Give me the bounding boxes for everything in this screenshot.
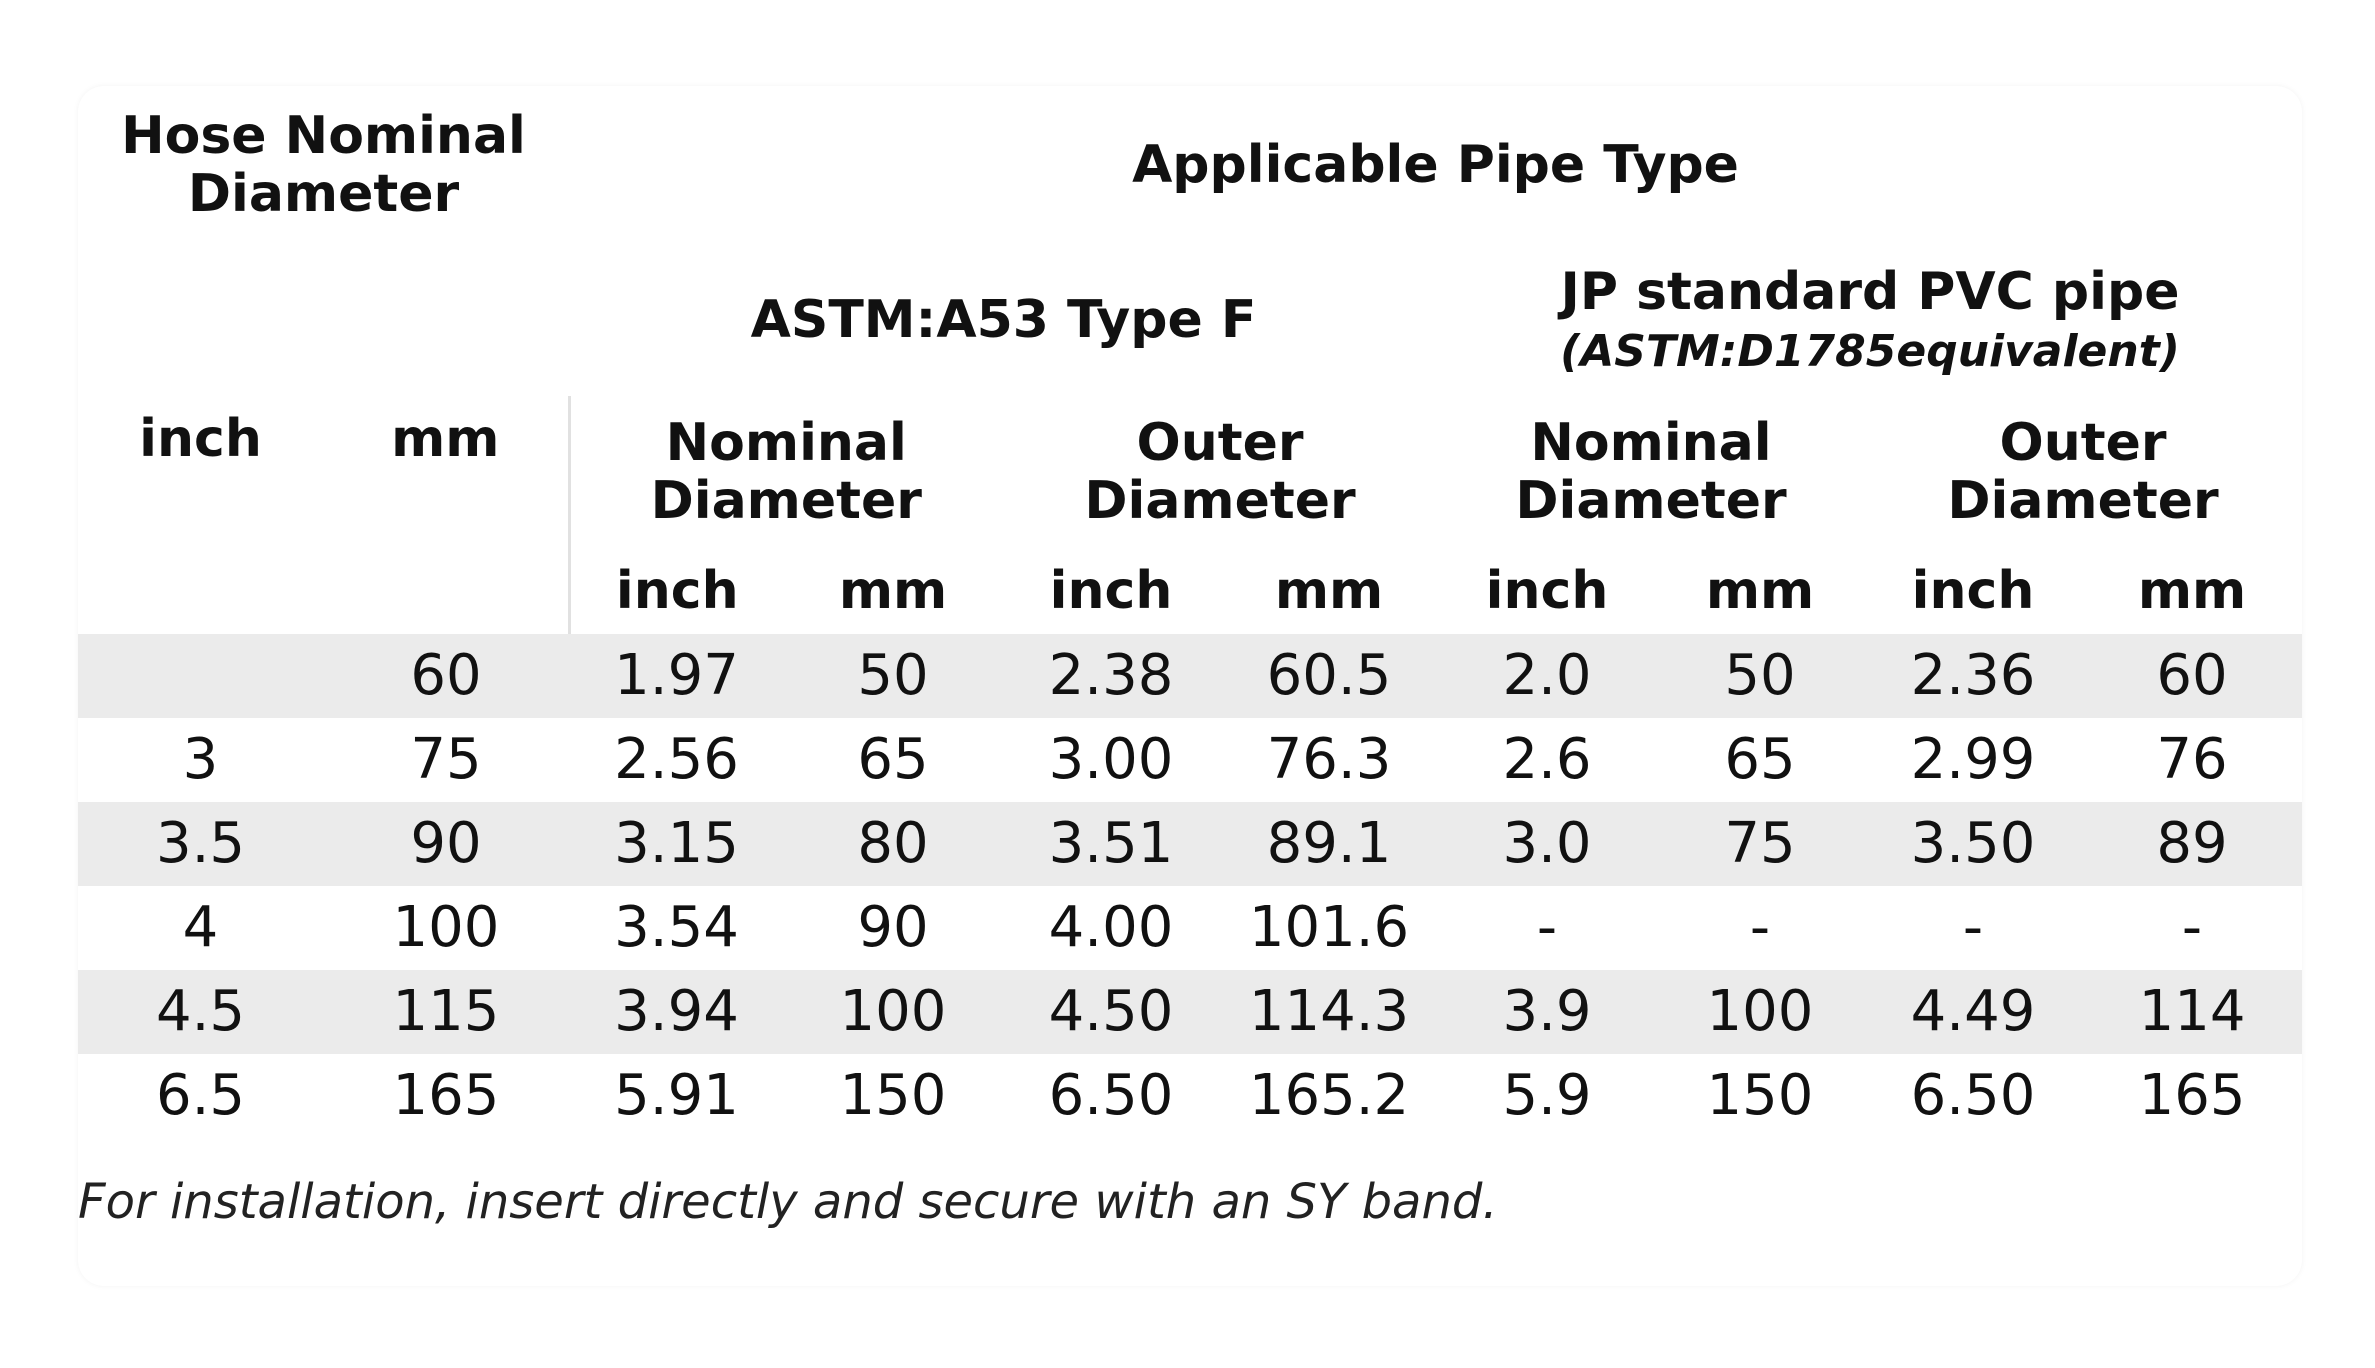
table-row: 4.5 115 3.94 100 4.50 114.3 3.9 100 4.49…	[78, 970, 2303, 1054]
table-cell: 80	[784, 802, 1002, 886]
table-cell: 4.49	[1864, 970, 2082, 1054]
table-cell: 90	[857, 894, 929, 960]
table-cell: 90	[323, 802, 569, 886]
table-cell: 3.51	[1002, 802, 1220, 886]
table-cell: 75	[1656, 802, 1864, 886]
astm-nominal-inch-header: inch	[567, 548, 784, 634]
table-cell: 3.0	[1438, 802, 1656, 886]
table-cell: 76.3	[1266, 726, 1392, 792]
pipe-compatibility-table: Hose Nominal Diameter Applicable Pipe Ty…	[78, 86, 2303, 1138]
table-row: 4 100 3.54 90 4.00 101.6 - - - -	[78, 886, 2302, 970]
jp-nominal-inch-header: inch	[1485, 560, 1609, 621]
table-cell: 76	[2156, 726, 2228, 792]
table-cell: 3.94	[569, 970, 784, 1054]
table-cell: 50	[784, 634, 1002, 718]
spec-card: Hose Nominal Diameter Applicable Pipe Ty…	[78, 86, 2303, 1286]
astm-nominal-mm-header: mm	[838, 560, 948, 621]
table-cell: 165	[2138, 1062, 2246, 1128]
header-row-1: Hose Nominal Diameter Applicable Pipe Ty…	[78, 86, 2302, 244]
astm-outer-mm-header: mm	[1274, 560, 1384, 621]
table-cell: 2.56	[614, 726, 739, 792]
table-cell: -	[1962, 894, 1984, 960]
table-row: 60 1.97 50 2.38 60.5 2.0 50 2.36 60	[78, 634, 2303, 718]
header-row-3: Nominal Diameter Outer Diameter Nominal …	[78, 396, 2302, 548]
table-cell: 89.1	[1220, 802, 1438, 886]
table-cell: 89	[2082, 802, 2303, 886]
table-cell: 150	[839, 1062, 947, 1128]
table-cell: 5.9	[1502, 1062, 1592, 1128]
astm-outer-inch-header: inch	[1049, 560, 1173, 621]
table-cell: 2.99	[1910, 726, 2036, 792]
jp-outer-inch-header: inch	[1911, 560, 2035, 621]
table-cell: 3.50	[1864, 802, 2082, 886]
table-cell: 65	[857, 726, 929, 792]
table-cell: 101.6	[1248, 894, 1410, 960]
table-cell: 6.5	[155, 1062, 246, 1128]
jp-nominal-mm-header: mm	[1705, 560, 1815, 621]
table-cell: -	[1749, 894, 1771, 960]
hose-inch-header: inch	[139, 408, 262, 469]
table-cell: 65	[1724, 726, 1796, 792]
table-cell: -	[2181, 894, 2203, 960]
applicable-pipe-type-header: Applicable Pipe Type	[1132, 134, 1739, 195]
jp-pvc-equivalent-note: (ASTM:D1785equivalent)	[1560, 326, 2180, 378]
jp-outer-mm-header: mm	[2137, 560, 2247, 621]
astm-outer-diameter-header: Outer Diameter	[1084, 412, 1356, 531]
table-cell: 150	[1706, 1062, 1814, 1128]
table-cell: 100	[784, 970, 1002, 1054]
table-cell: 4.00	[1048, 894, 1174, 960]
table-cell: 3	[182, 726, 219, 792]
jp-pvc-title: JP standard PVC pipe	[1560, 262, 2180, 323]
table-cell: 2.6	[1502, 726, 1592, 792]
header-row-2: inch mm ASTM:A53 Type F JP standard PVC …	[78, 244, 2302, 468]
table-cell: 50	[1656, 634, 1864, 718]
table-cell: 5.91	[614, 1062, 739, 1128]
table-cell: 115	[323, 970, 569, 1054]
table-cell: 1.97	[569, 634, 784, 718]
table-cell: 2.0	[1438, 634, 1656, 718]
header-row-4: inch mm inch mm inch mm inch mm	[78, 548, 2302, 634]
table-cell: 165.2	[1248, 1062, 1410, 1128]
table-cell: 4	[182, 894, 219, 960]
table-cell: -	[1536, 894, 1558, 960]
hose-mm-header: mm	[391, 408, 500, 469]
table-row: 3 75 2.56 65 3.00 76.3 2.6 65 2.99 76	[78, 718, 2302, 802]
table-cell: 2.36	[1864, 634, 2082, 718]
table-cell: 6.50	[1048, 1062, 1174, 1128]
table-row: 6.5 165 5.91 150 6.50 165.2 5.9 150 6.50…	[78, 1054, 2302, 1138]
table-cell: 114.3	[1220, 970, 1438, 1054]
table-cell: 165	[392, 1062, 500, 1128]
table-cell: 4.50	[1002, 970, 1220, 1054]
jp-nominal-diameter-header: Nominal Diameter	[1515, 412, 1787, 531]
table-cell: 60	[2082, 634, 2303, 718]
hose-nominal-diameter-header: Hose Nominal Diameter	[121, 105, 526, 224]
table-row: 3.5 90 3.15 80 3.51 89.1 3.0 75 3.50 89	[78, 802, 2303, 886]
installation-footnote: For installation, insert directly and se…	[78, 1174, 1498, 1230]
table-cell: 3.15	[569, 802, 784, 886]
table-cell: 100	[392, 894, 500, 960]
table-body: 60 1.97 50 2.38 60.5 2.0 50 2.36 60 3 75…	[78, 634, 2303, 1138]
jp-pvc-header: JP standard PVC pipe (ASTM:D1785equivale…	[1438, 244, 2302, 396]
astm-a53-header: ASTM:A53 Type F	[750, 289, 1257, 350]
jp-outer-diameter-header: Outer Diameter	[1947, 412, 2219, 531]
table-cell: 3.9	[1438, 970, 1656, 1054]
table-cell: 60.5	[1220, 634, 1438, 718]
table-cell: 75	[410, 726, 482, 792]
table-cell: 4.5	[78, 970, 323, 1054]
table-cell: 60	[323, 634, 569, 718]
table-cell: 6.50	[1910, 1062, 2036, 1128]
table-cell: 3.5	[78, 802, 323, 886]
table-cell: 100	[1656, 970, 1864, 1054]
table-cell: 2.38	[1002, 634, 1220, 718]
astm-nominal-diameter-header: Nominal Diameter	[567, 396, 1002, 548]
table-cell	[78, 634, 323, 718]
table-cell: 3.54	[614, 894, 739, 960]
table-cell: 3.00	[1048, 726, 1174, 792]
table-cell: 114	[2082, 970, 2303, 1054]
